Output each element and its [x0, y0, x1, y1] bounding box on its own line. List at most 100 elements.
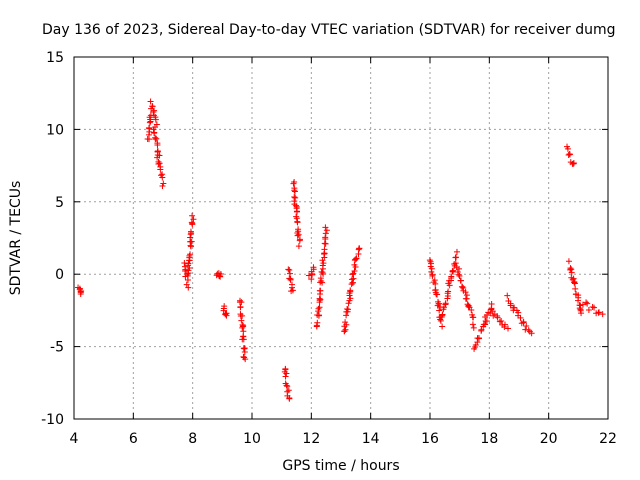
data-point	[283, 382, 290, 389]
data-point	[237, 311, 244, 318]
x-tick-label: 12	[302, 431, 320, 447]
data-point	[315, 312, 322, 319]
data-point	[321, 246, 328, 253]
data-point	[318, 277, 325, 284]
x-tick-label: 16	[421, 431, 439, 447]
data-point	[286, 395, 293, 402]
data-point	[494, 314, 501, 321]
y-tick-label: 5	[55, 195, 64, 211]
data-point	[515, 309, 522, 316]
data-point	[571, 280, 578, 287]
data-point	[445, 280, 452, 287]
data-point	[585, 306, 592, 313]
data-point	[577, 302, 584, 309]
data-point	[504, 292, 511, 299]
data-point	[566, 151, 573, 158]
data-point	[511, 304, 518, 311]
data-point	[498, 318, 505, 325]
data-point	[153, 135, 160, 142]
data-point	[343, 321, 350, 328]
data-point	[286, 270, 293, 277]
data-point	[150, 126, 157, 133]
data-point	[448, 274, 455, 281]
data-point	[463, 295, 470, 302]
data-point	[294, 232, 301, 239]
data-point	[322, 230, 329, 237]
data-point	[77, 289, 84, 296]
tick-layer	[73, 56, 609, 420]
data-point	[517, 314, 524, 321]
data-point	[239, 324, 246, 331]
data-point	[345, 300, 352, 307]
data-point	[528, 330, 535, 337]
x-tick-label: 10	[243, 431, 261, 447]
data-point	[522, 326, 529, 333]
data-point	[187, 228, 194, 235]
data-point	[457, 277, 464, 284]
data-point	[455, 271, 462, 278]
data-point	[282, 365, 289, 372]
data-point	[483, 312, 490, 319]
data-point	[293, 208, 300, 215]
data-point	[183, 281, 190, 288]
data-point	[434, 291, 441, 298]
y-tick-label: -10	[41, 412, 64, 428]
data-point	[489, 308, 496, 315]
data-point	[318, 268, 325, 275]
y-tick-label: -5	[50, 340, 64, 356]
data-point	[320, 260, 327, 267]
x-tick-label: 20	[540, 431, 558, 447]
data-point	[470, 324, 477, 331]
data-point	[432, 287, 439, 294]
data-point	[285, 387, 292, 394]
data-point	[577, 307, 584, 314]
data-point	[505, 325, 512, 332]
data-point	[462, 289, 469, 296]
data-point	[475, 335, 482, 342]
data-point	[454, 269, 461, 276]
data-point	[483, 318, 490, 325]
x-tick-label: 22	[599, 431, 617, 447]
data-point	[346, 290, 353, 297]
data-point	[469, 321, 476, 328]
x-axis-label: GPS time / hours	[282, 458, 399, 474]
data-point	[283, 370, 290, 377]
data-point	[436, 307, 443, 314]
data-point	[344, 306, 351, 313]
data-point	[342, 319, 349, 326]
data-point	[292, 194, 299, 201]
data-point	[291, 187, 298, 194]
data-point	[572, 285, 579, 292]
data-point	[147, 116, 154, 123]
data-point	[342, 326, 349, 333]
data-point	[496, 318, 503, 325]
data-point	[240, 336, 247, 343]
data-point	[291, 188, 298, 195]
y-tick-label: 0	[55, 267, 64, 283]
data-point	[240, 328, 247, 335]
data-point	[159, 182, 166, 189]
data-point	[282, 373, 289, 380]
data-point	[295, 243, 302, 250]
data-point	[290, 180, 297, 187]
data-point	[351, 268, 358, 274]
data-point	[520, 319, 527, 326]
data-point	[525, 327, 532, 334]
data-point	[429, 271, 436, 278]
data-point	[488, 300, 495, 307]
data-point	[288, 281, 295, 288]
data-point	[564, 145, 571, 152]
data-point	[456, 265, 463, 272]
data-point	[151, 129, 158, 136]
data-point	[147, 98, 154, 105]
data-point	[296, 237, 303, 244]
data-point	[310, 264, 317, 271]
x-tick-label: 14	[362, 431, 380, 447]
data-point	[146, 125, 153, 132]
data-point	[323, 227, 330, 234]
data-point	[237, 304, 244, 311]
data-point	[154, 141, 161, 148]
data-point	[305, 272, 312, 279]
data-point	[350, 275, 357, 282]
data-point	[188, 238, 195, 245]
